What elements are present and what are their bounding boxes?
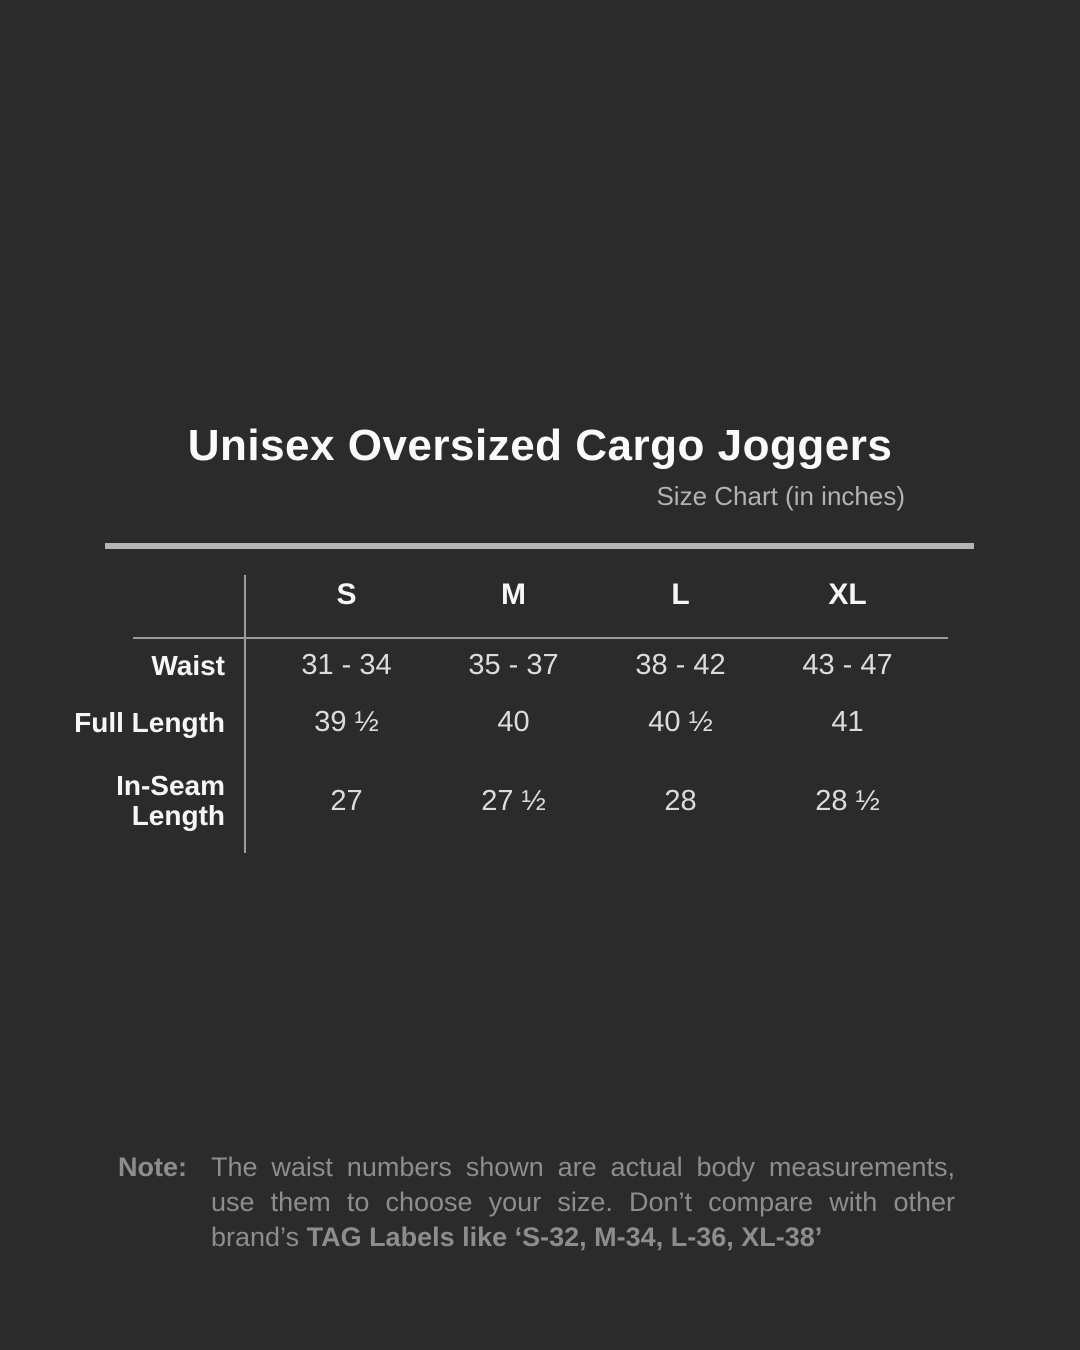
waist-value-s: 31 - 34 <box>301 649 392 681</box>
full-length-value-l: 40 ½ <box>648 706 713 738</box>
note-text-line3-bold: TAG Labels like ‘S-32, M-34, L-36, XL-38… <box>306 1222 823 1252</box>
waist-value-xl: 43 - 47 <box>802 649 893 681</box>
note-text-line3: brand’s TAG Labels like ‘S-32, M-34, L-3… <box>211 1220 955 1255</box>
column-header-xl: XL <box>828 578 867 611</box>
divider-rule <box>105 543 974 549</box>
column-header-l: L <box>671 578 690 611</box>
table-header-underline <box>133 637 948 639</box>
table-vertical-divider <box>244 575 246 853</box>
size-table: S M L XL Waist 31 - 34 35 - 37 38 - 42 4… <box>0 575 948 853</box>
size-chart-subtitle: Size Chart (in inches) <box>656 481 905 511</box>
full-length-value-xl: 41 <box>831 706 864 738</box>
corner-cell <box>0 575 263 637</box>
note-text-line2: use them to choose your size. Don’t comp… <box>211 1187 955 1217</box>
note-text-line3-regular: brand’s <box>211 1222 307 1252</box>
row-label-waist: Waist <box>151 649 225 681</box>
table-row-waist: Waist 31 - 34 35 - 37 38 - 42 43 - 47 <box>0 637 940 694</box>
inseam-value-xl: 28 ½ <box>815 784 880 817</box>
inseam-value-s: 27 <box>330 784 363 817</box>
note-text-line1: The waist numbers shown are actual body … <box>211 1152 955 1182</box>
note-text: The waist numbers shown are actual body … <box>211 1150 955 1255</box>
waist-value-l: 38 - 42 <box>635 649 726 681</box>
product-title: Unisex Oversized Cargo Joggers <box>187 421 893 470</box>
note-label: Note: <box>118 1152 187 1182</box>
size-table-header-row: S M L XL <box>0 575 940 637</box>
column-header-m: M <box>501 578 526 611</box>
full-length-value-m: 40 <box>497 706 530 738</box>
full-length-value-s: 39 ½ <box>314 706 379 738</box>
table-row-full-length: Full Length 39 ½ 40 40 ½ 41 <box>0 694 940 751</box>
row-label-full-length: Full Length <box>74 706 225 738</box>
row-label-inseam-length: In-Seam Length <box>116 770 225 831</box>
waist-value-m: 35 - 37 <box>468 649 559 681</box>
table-row-inseam-length: In-Seam Length 27 27 ½ 28 28 ½ <box>0 751 940 851</box>
column-header-s: S <box>336 578 357 611</box>
inseam-value-m: 27 ½ <box>481 784 546 817</box>
inseam-value-l: 28 <box>664 784 697 817</box>
note-section: Note: The waist numbers shown are actual… <box>118 1150 955 1255</box>
